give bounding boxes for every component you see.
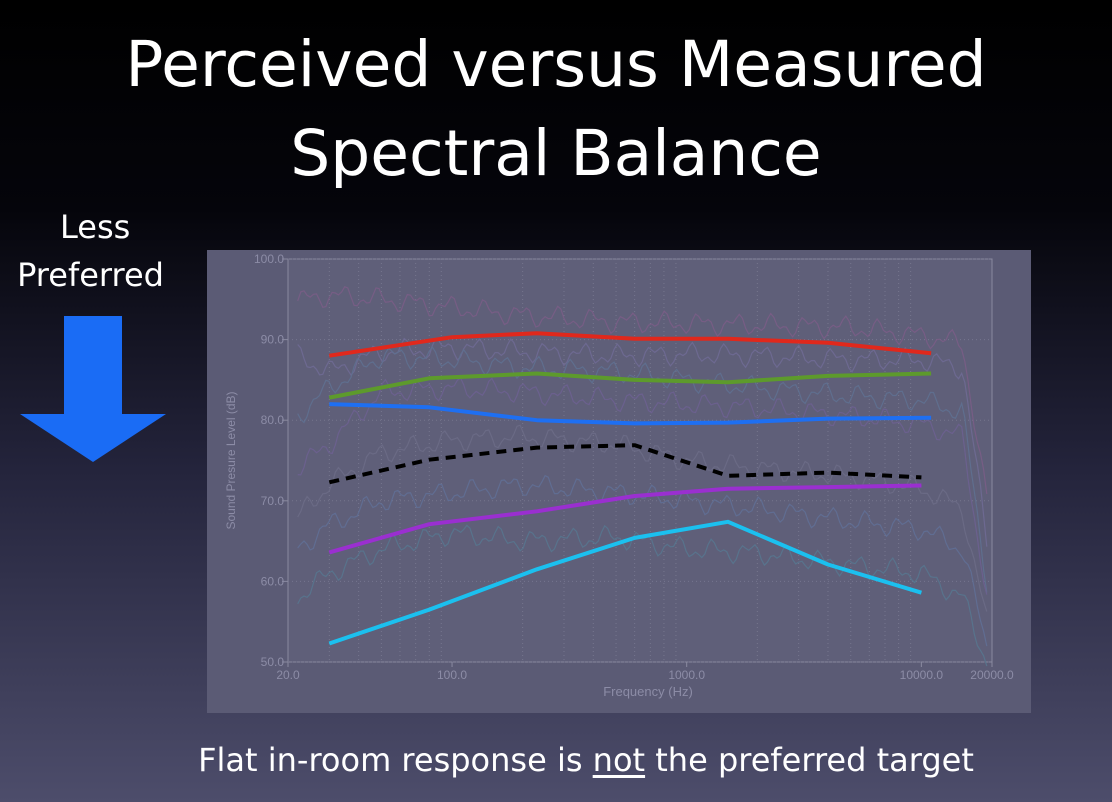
y-axis-label: Sound Presure Level (dB) (224, 391, 238, 529)
y-tick-label: 90.0 (261, 333, 285, 347)
series-line (328, 519, 922, 646)
series-line (328, 371, 932, 400)
measured-curve (297, 337, 988, 547)
caption-text-before: Flat in-room response is (198, 741, 593, 779)
less-label: Less (60, 208, 131, 246)
x-tick-label: 100.0 (437, 668, 467, 682)
measured-curve (297, 346, 988, 593)
slide-caption: Flat in-room response is not the preferr… (0, 740, 1112, 780)
chart-panel: 50.0 60.0 70.0 80.0 90.0 100.0 20.0 100.0 1000.0… (207, 250, 1031, 713)
caption-text-after: the preferred target (645, 741, 974, 779)
slide-title-line1: Perceived versus Measured (125, 28, 987, 101)
x-axis-label: Frequency (Hz) (603, 684, 693, 699)
measured-curve (297, 377, 988, 595)
preferred-label: Preferred (17, 256, 164, 294)
measured-curve (297, 474, 988, 647)
plot-area (287, 258, 993, 663)
x-tick-label: 20.0 (276, 668, 300, 682)
y-tick-label: 70.0 (261, 494, 285, 508)
caption-emphasis: not (592, 741, 646, 779)
series-line (329, 331, 932, 358)
x-tick-label: 1000.0 (668, 668, 705, 682)
slide-title-line2: Spectral Balance (290, 117, 822, 190)
response-chart: 50.0 60.0 70.0 80.0 90.0 100.0 20.0 100.0 1000.0… (224, 252, 1014, 699)
measured-curve (297, 286, 988, 495)
series-line (328, 443, 922, 485)
down-arrow-icon (20, 316, 166, 462)
series-line (328, 483, 922, 555)
series-line (329, 402, 932, 426)
y-tick-label: 50.0 (261, 655, 285, 669)
y-tick-label: 80.0 (261, 413, 285, 427)
x-tick-label: 10000.0 (900, 668, 944, 682)
y-tick-label: 60.0 (261, 574, 285, 588)
y-tick-label: 100.0 (254, 252, 284, 266)
x-tick-label: 20000.0 (970, 668, 1014, 682)
